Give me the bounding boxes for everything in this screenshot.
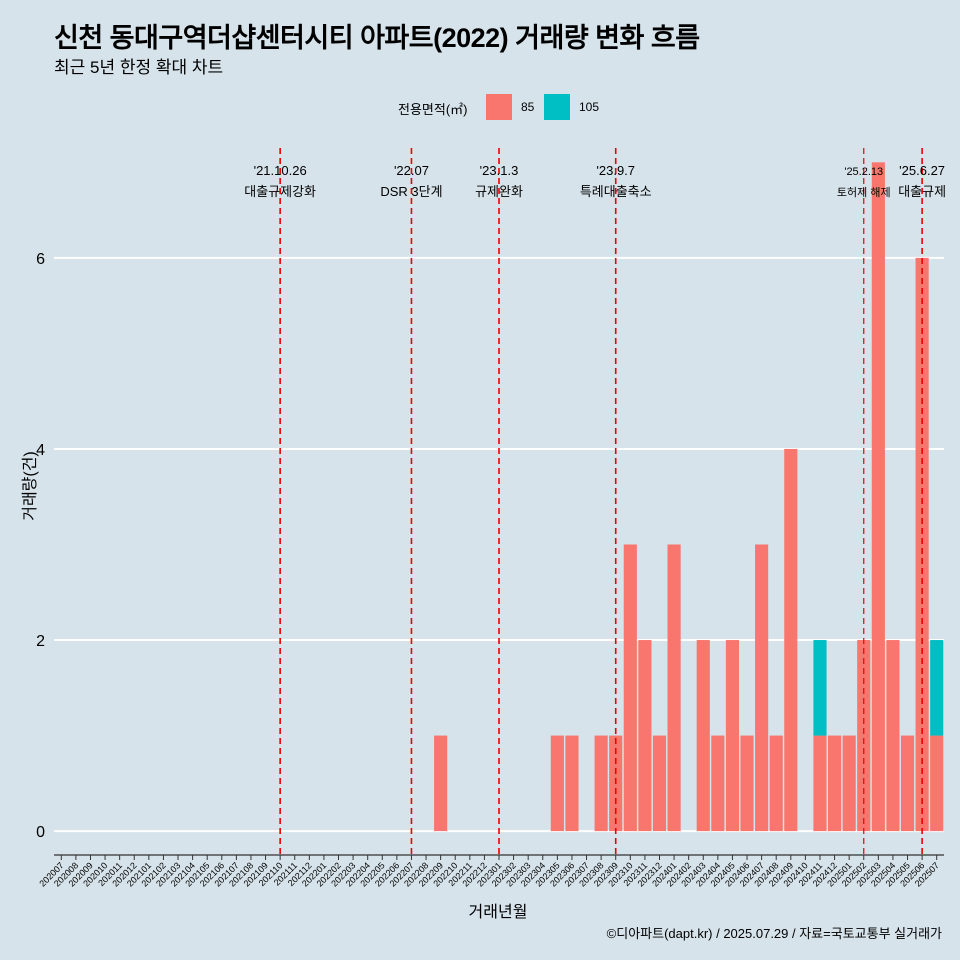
bar-85-202503 [871, 162, 885, 832]
bar-85-202305 [550, 735, 564, 832]
event-label: 규제완화 [475, 184, 523, 199]
bar-85-202412 [828, 735, 842, 832]
y-tick-label: 2 [36, 633, 45, 650]
bar-85-202411 [813, 735, 827, 832]
legend: 전용면적(㎡) 85 105 [0, 92, 960, 122]
bar-85-202504 [886, 640, 900, 832]
legend-key-85 [486, 94, 512, 120]
bar-85-202310 [623, 544, 637, 832]
bar-85-202506 [915, 257, 929, 832]
bar-85-202312 [652, 735, 667, 832]
event-date: '23.1.3 [480, 163, 519, 178]
bar-85-202306 [565, 735, 579, 832]
legend-label-85: 85 [521, 100, 535, 114]
bar-85-202501 [842, 735, 856, 832]
bar-85-202505 [900, 735, 915, 832]
bar-85-202311 [638, 640, 652, 832]
bar-85-202401 [667, 544, 681, 832]
event-date: '21.10.26 [254, 163, 307, 178]
event-date: '22.07 [394, 163, 429, 178]
bar-85-202403 [696, 640, 710, 832]
event-date: '25.2.13 [844, 166, 883, 178]
y-axis-title: 거래량(건) [22, 451, 39, 521]
bar-85-202308 [594, 735, 608, 832]
y-tick-label: 6 [36, 251, 45, 268]
chart-subtitle: 최근 5년 한정 확대 차트 [54, 58, 224, 77]
bar-85-202404 [711, 735, 725, 832]
event-label: 대출규제 [898, 184, 946, 199]
source-caption: ©디아파트(dapt.kr) / 2025.07.29 / 자료=국토교통부 실… [606, 926, 942, 941]
legend-title: 전용면적(㎡) [398, 102, 468, 117]
x-axis-title: 거래년월 [468, 904, 528, 921]
bar-85-202502 [857, 640, 871, 832]
y-tick-label: 4 [36, 442, 45, 459]
event-label: 토허제 해제 [837, 185, 891, 199]
bar-85-202209 [434, 735, 448, 832]
bar-85-202407 [755, 544, 769, 832]
event-date: '23.9.7 [596, 163, 635, 178]
legend-label-105: 105 [579, 100, 600, 114]
legend-key-105 [544, 94, 570, 120]
bar-85-202408 [769, 735, 783, 832]
event-label: 대출규제강화 [244, 184, 316, 199]
bar-105-202507 [930, 640, 944, 736]
y-tick-label: 0 [36, 824, 45, 841]
event-label: 특례대출축소 [580, 184, 652, 199]
bar-85-202406 [740, 735, 754, 832]
bar-85-202409 [784, 448, 798, 832]
chart-title: 신천 동대구역더샵센터시티 아파트(2022) 거래량 변화 흐름 [54, 23, 700, 53]
bar-85-202405 [725, 640, 740, 832]
event-label: DSR 3단계 [380, 184, 442, 199]
event-date: '25.6.27 [899, 163, 945, 178]
bar-105-202411 [813, 640, 827, 736]
bar-85-202507 [930, 735, 944, 832]
